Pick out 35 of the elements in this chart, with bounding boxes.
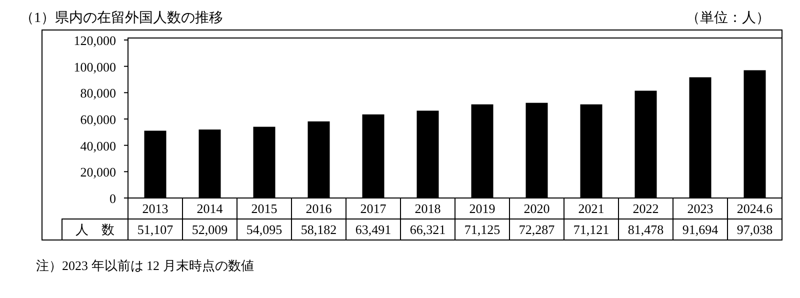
data-label: 71,121	[573, 222, 610, 237]
y-tick-label: 40,000	[80, 138, 116, 154]
x-tick-label: 2016	[306, 201, 332, 216]
data-label: 54,095	[246, 222, 282, 237]
data-label: 51,107	[137, 222, 174, 237]
x-tick-label: 2022	[632, 201, 659, 216]
x-tick-label: 2018	[414, 201, 441, 216]
y-tick-label: 100,000	[74, 59, 116, 74]
x-tick-label: 2013	[142, 201, 168, 216]
y-tick-label: 20,000	[80, 164, 116, 180]
x-tick-label: 2014	[196, 201, 224, 216]
text: 人 数	[76, 222, 114, 237]
data-label: 71,125	[464, 222, 500, 237]
data-label: 97,038	[736, 222, 773, 237]
data-label: 52,009	[192, 222, 228, 237]
x-tick-label: 2021	[578, 201, 604, 216]
text: 注）2023 年以前は 12 月末時点の数値	[36, 258, 254, 273]
data-label: 72,287	[518, 222, 556, 237]
data-label: 63,491	[355, 222, 392, 237]
x-tick-label: 2019	[469, 201, 496, 216]
data-label: 81,478	[628, 222, 664, 237]
x-tick-label: 2015	[251, 201, 278, 216]
chart-title: （1）県内の在留外国人数の推移	[20, 10, 223, 26]
x-tick-label: 2024.6	[736, 201, 774, 216]
x-tick-label: 2017	[360, 201, 387, 216]
y-tick-label: 60,000	[80, 112, 116, 127]
data-label: 91,694	[682, 222, 719, 237]
data-label: 58,182	[300, 222, 337, 237]
x-tick-label: 2023	[687, 201, 714, 216]
y-tick-label: 0	[110, 191, 116, 206]
data-label: 66,321	[410, 222, 446, 237]
chart-subtitle: （単位：人）	[686, 10, 770, 26]
y-tick-label: 120,000	[74, 33, 116, 48]
y-tick-label: 80,000	[80, 86, 116, 101]
x-tick-label: 2020	[524, 201, 550, 216]
